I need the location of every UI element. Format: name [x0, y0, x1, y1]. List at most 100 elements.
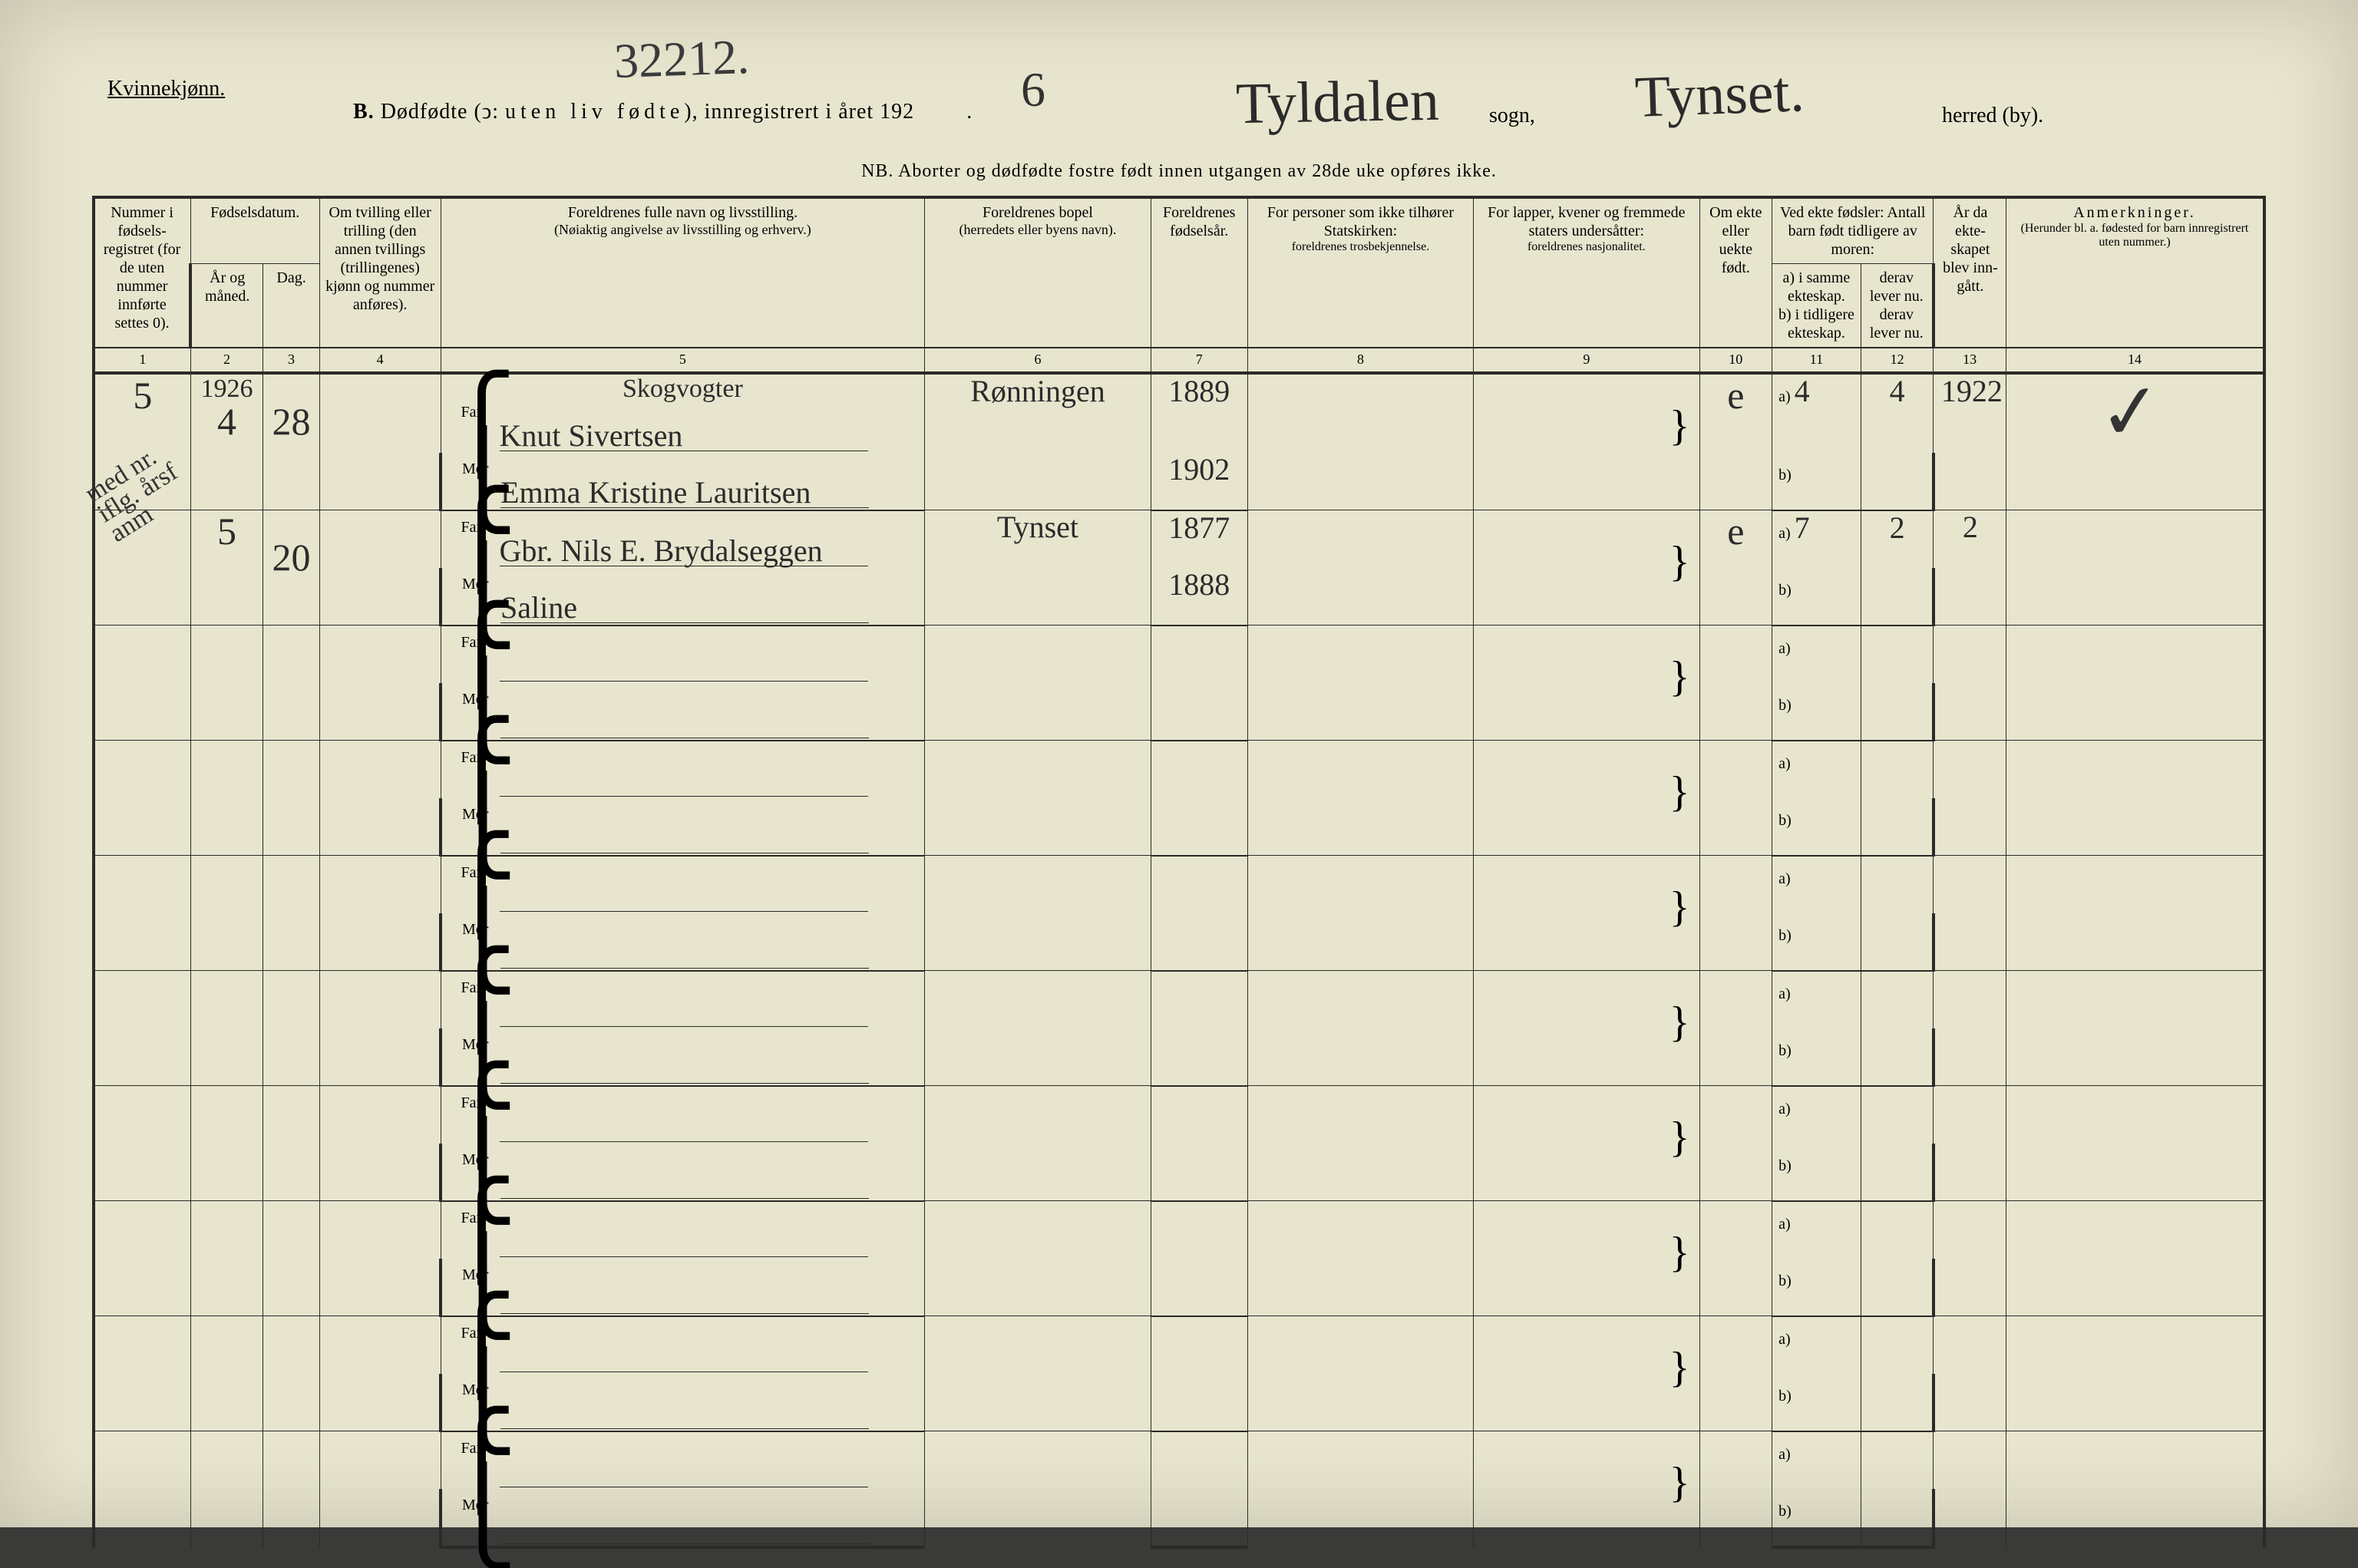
- col-header-10c: derav lever nu. derav lever nu.: [1861, 264, 1934, 348]
- cell-ekteskap-aar: [1934, 1201, 2006, 1316]
- table-row-empty: ⎧Far}a): [94, 741, 2264, 798]
- colnum-7: 7: [1151, 348, 1247, 373]
- section-b-line: B. Dødfødte (ͻ: uten liv fødte), innregi…: [353, 100, 973, 124]
- col-header-7-top: For personer som ikke tilhører Statskirk…: [1253, 203, 1468, 240]
- cell-far-birthyear: [1151, 1201, 1247, 1259]
- cell-a-same-marriage: a) 7: [1772, 510, 1861, 568]
- mor-label: Mor: [462, 1145, 500, 1169]
- cell-far-birthyear: 1877: [1151, 510, 1247, 568]
- far-label: Far: [461, 398, 500, 421]
- cell-nasjonalitet: }: [1474, 1316, 1699, 1431]
- cell-anmerkninger: [2006, 971, 2264, 1086]
- cell-day: [263, 1431, 320, 1547]
- cell-number: [94, 1316, 190, 1431]
- cell-trosbekjennelse: [1247, 626, 1473, 741]
- cell-day: [263, 856, 320, 971]
- cell-a-lever: [1861, 1086, 1934, 1144]
- cell-year-month: 5: [190, 510, 263, 626]
- cell-year-month: [190, 1431, 263, 1547]
- cell-a-lever: [1861, 856, 1934, 913]
- col-header-10c-b: derav lever nu.: [1866, 305, 1927, 342]
- col-header-4: Foreldrenes fulle navn og livsstilling. …: [441, 197, 925, 348]
- cell-nasjonalitet: }: [1474, 1201, 1699, 1316]
- cell-bopel: [925, 1316, 1151, 1431]
- cell-a-same-marriage: a): [1772, 741, 1861, 798]
- cell-b-lever: [1861, 1259, 1934, 1316]
- table-row-empty: ⎧Far}a): [94, 1431, 2264, 1489]
- cell-number: [94, 856, 190, 971]
- cell-anmerkninger: [2006, 1316, 2264, 1431]
- cell-b-lever: [1861, 683, 1934, 741]
- cell-ekteskap-aar: [1934, 741, 2006, 856]
- cell-day: [263, 626, 320, 741]
- cell-mor-birthyear: [1151, 798, 1247, 856]
- column-number-row: 1 2 3 4 5 6 7 8 9 10 11 12 13 14: [94, 348, 2264, 373]
- colnum-10: 10: [1699, 348, 1772, 373]
- cell-b-lever: [1861, 1374, 1934, 1431]
- cell-trosbekjennelse: [1247, 1431, 1473, 1547]
- cell-a-lever: [1861, 1201, 1934, 1259]
- cell-nasjonalitet: }: [1474, 373, 1699, 510]
- table-row-empty: ⎧Far}a): [94, 1086, 2264, 1144]
- colnum-9: 9: [1474, 348, 1699, 373]
- cell-a-lever: [1861, 971, 1934, 1028]
- gender-heading: Kvinnekjønn.: [107, 77, 225, 101]
- col-header-12-top: Anmerkninger.: [2011, 203, 2258, 222]
- cell-trosbekjennelse: [1247, 1201, 1473, 1316]
- cell-a-same-marriage: a): [1772, 1086, 1861, 1144]
- cell-mor-name: ⎩Mor: [441, 1489, 925, 1547]
- col-header-10-top: Ved ekte fødsler: Antall barn født tid­l…: [1772, 197, 1934, 264]
- col-header-10a-a: a) i samme ekteskap.: [1777, 269, 1856, 305]
- year-digit-hand: 6: [1021, 61, 1045, 118]
- cell-anmerkninger: [2006, 741, 2264, 856]
- cell-far-birthyear: [1151, 626, 1247, 683]
- far-label: Far: [461, 628, 500, 652]
- cell-twin: [319, 373, 441, 510]
- register-table: Nummer i fødsels­registret (for de uten …: [92, 196, 2266, 1549]
- cell-b-prev-marriage: b): [1772, 913, 1861, 971]
- cell-number: [94, 1086, 190, 1201]
- cell-anmerkninger: ✓: [2006, 373, 2264, 510]
- col-header-7: For personer som ikke tilhører Statskirk…: [1247, 197, 1473, 348]
- cell-ekte: [1699, 1316, 1772, 1431]
- cell-ekteskap-aar: [1934, 856, 2006, 971]
- table-row: 519264 28Skogvogter⎧FarKnut SivertsenRøn…: [94, 373, 2264, 453]
- mor-label: Mor: [462, 1030, 500, 1054]
- herred-name-hand: Tynset.: [1634, 58, 1805, 131]
- col-header-3: Om tvilling eller trilling (den annen tv…: [319, 197, 441, 348]
- cell-ekte: [1699, 626, 1772, 741]
- cell-b-lever: [1861, 568, 1934, 626]
- cell-b-prev-marriage: b): [1772, 568, 1861, 626]
- table-head: Nummer i fødsels­registret (for de uten …: [94, 197, 2264, 373]
- far-label: Far: [461, 743, 500, 767]
- colnum-4: 4: [319, 348, 441, 373]
- cell-number: [94, 1431, 190, 1547]
- cell-ekte: [1699, 971, 1772, 1086]
- cell-a-same-marriage: a): [1772, 971, 1861, 1028]
- cell-number: [94, 741, 190, 856]
- cell-twin: [319, 1201, 441, 1316]
- far-label: Far: [461, 973, 500, 997]
- col-header-5-sub: (herredets eller byens navn).: [930, 222, 1145, 239]
- cell-ekteskap-aar: [1934, 971, 2006, 1086]
- colnum-1: 1: [94, 348, 190, 373]
- table-row: 5 20⎧FarGbr. Nils E. BrydalseggenTynset1…: [94, 510, 2264, 568]
- cell-bopel: [925, 971, 1151, 1086]
- cell-ekte: [1699, 1201, 1772, 1316]
- cell-mor-birthyear: [1151, 1259, 1247, 1316]
- section-b-text-spaced: uten liv fødte: [505, 100, 684, 124]
- cell-year-month: [190, 1201, 263, 1316]
- col-header-9: Om ekte eller uekte født.: [1699, 197, 1772, 348]
- far-label: Far: [461, 1088, 500, 1112]
- cell-a-lever: 4: [1861, 373, 1934, 453]
- cell-mor-birthyear: [1151, 913, 1247, 971]
- mor-label: Mor: [462, 1490, 500, 1514]
- cell-bopel: [925, 741, 1151, 856]
- far-label: Far: [461, 1319, 500, 1342]
- cell-trosbekjennelse: [1247, 971, 1473, 1086]
- cell-b-lever: [1861, 1489, 1934, 1547]
- section-b-text-1: Dødfødte (ͻ:: [381, 100, 505, 124]
- cell-far-birthyear: [1151, 1086, 1247, 1144]
- cell-far-birthyear: [1151, 1431, 1247, 1489]
- cell-twin: [319, 741, 441, 856]
